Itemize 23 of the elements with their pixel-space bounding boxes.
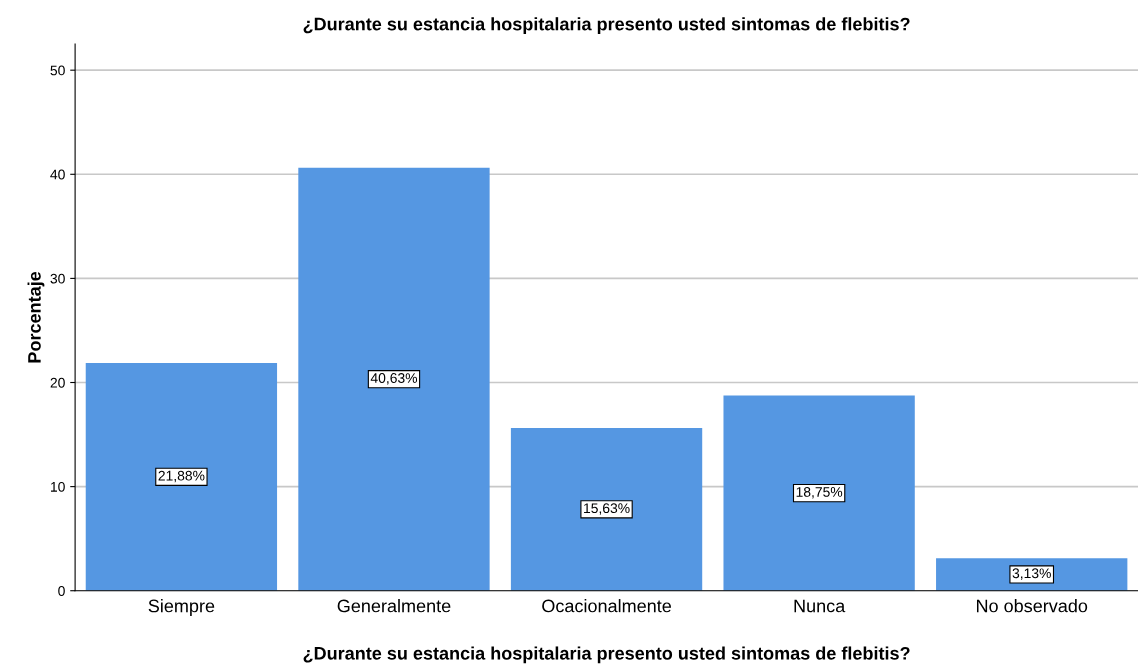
bar <box>298 167 490 591</box>
y-axis-title: Porcentaje <box>27 271 45 363</box>
bar <box>85 362 278 591</box>
data-label: 18,75% <box>796 487 843 499</box>
y-tick-label: 10 <box>51 481 65 492</box>
data-label: 21,88% <box>158 470 205 483</box>
x-tick-label: Ocacionalmente <box>542 599 671 613</box>
y-tick-label: 20 <box>50 377 65 388</box>
y-tick-label: 40 <box>50 169 65 180</box>
data-label: 3,13% <box>1012 568 1051 580</box>
bar <box>723 395 915 591</box>
x-tick-label: No observado <box>976 599 1088 613</box>
x-tick-label: Siempre <box>148 599 215 616</box>
y-tick-label: 0 <box>58 586 65 596</box>
data-label: 15,63% <box>584 503 630 515</box>
y-tick-label: 50 <box>50 65 65 76</box>
chart-title: ¿Durante su estancia hospitalaria presento usted sintomas de flebitis? <box>303 17 910 35</box>
bar <box>510 428 703 591</box>
x-tick-label: Nunca <box>794 599 846 613</box>
data-label: 40,63% <box>370 373 418 385</box>
x-axis-title: ¿Durante su estancia hospitalaria presento usted sintomas de flebitis? <box>303 646 910 664</box>
y-tick-label: 30 <box>50 273 65 284</box>
x-tick-label: Generalmente <box>337 599 451 613</box>
